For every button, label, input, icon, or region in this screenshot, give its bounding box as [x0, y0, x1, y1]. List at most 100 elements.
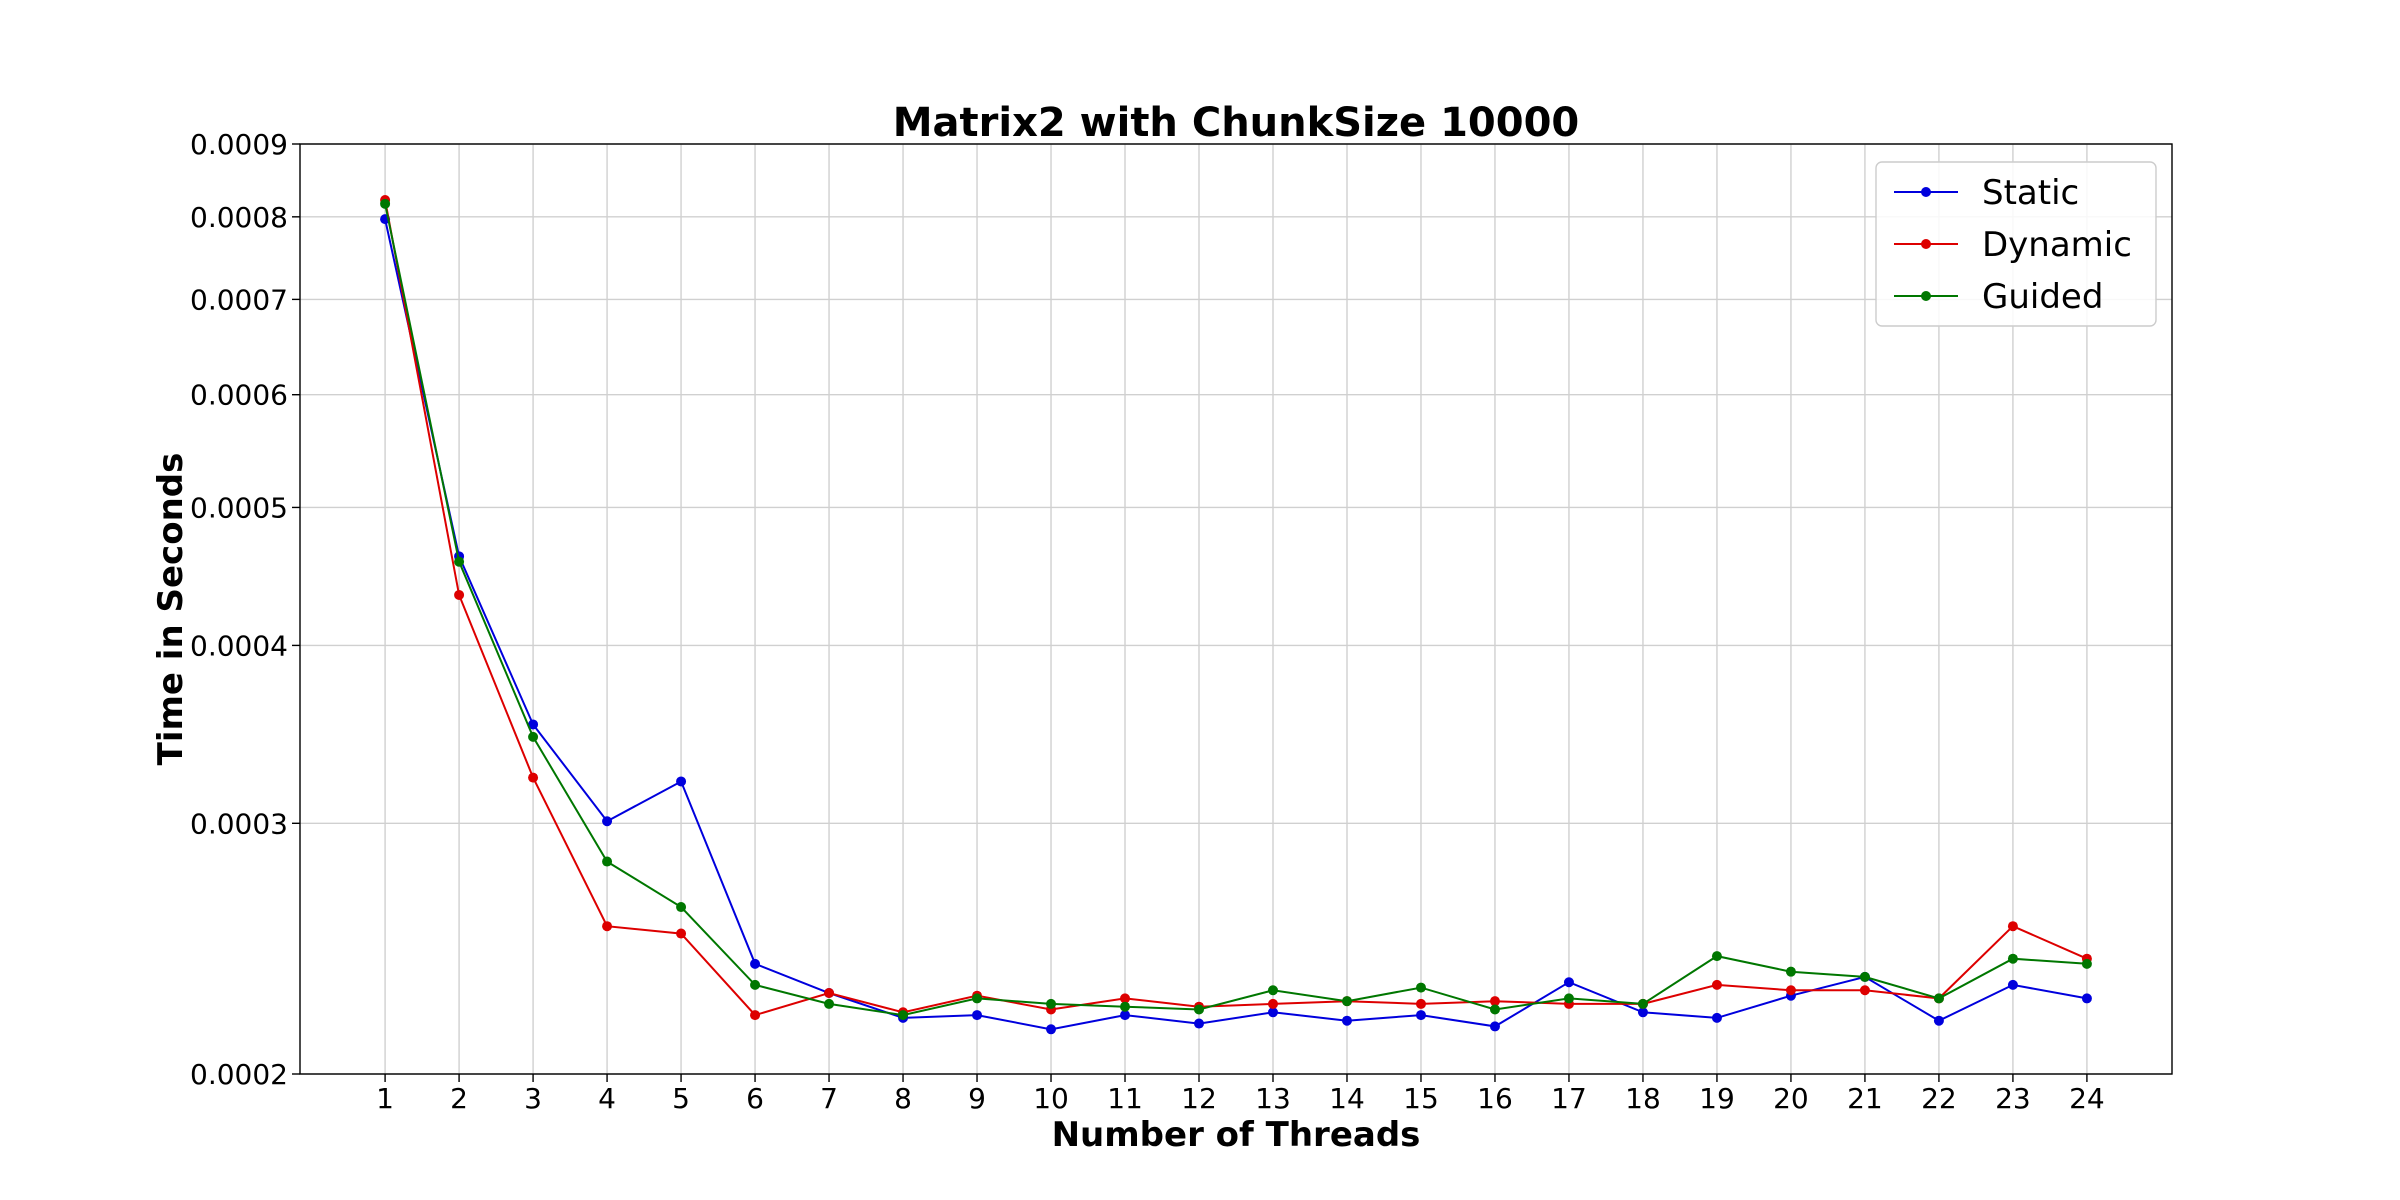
- data-point-static: [1711, 1012, 1722, 1023]
- legend-swatch-marker: [1921, 239, 1931, 249]
- data-point-static: [1933, 1015, 1944, 1026]
- data-point-static: [676, 776, 687, 787]
- data-point-guided: [1637, 998, 1648, 1009]
- series-line-dynamic: [384, 199, 2088, 1017]
- x-tick-label: 11: [1107, 1082, 1143, 1115]
- x-axis-label: Number of Threads: [1052, 1115, 1421, 1155]
- x-tick-label: 21: [1847, 1082, 1883, 1115]
- data-point-static: [972, 1010, 983, 1021]
- data-point-guided: [528, 731, 539, 742]
- series-line-static: [384, 218, 2088, 1031]
- data-point-static: [1637, 1007, 1648, 1018]
- data-point-dynamic: [1859, 985, 1870, 996]
- data-point-dynamic: [528, 772, 539, 783]
- data-point-guided: [2081, 958, 2092, 969]
- x-tick-label: 12: [1181, 1082, 1217, 1115]
- data-point-static: [1046, 1024, 1057, 1035]
- series-lines: [380, 195, 2092, 1035]
- data-point-dynamic: [1267, 998, 1278, 1009]
- y-axis-label: Time in Seconds: [151, 453, 191, 766]
- data-point-guided: [1785, 966, 1796, 977]
- x-tick-label: 10: [1033, 1082, 1069, 1115]
- data-point-static: [1563, 977, 1574, 988]
- data-point-dynamic: [454, 589, 465, 600]
- data-point-guided: [676, 902, 687, 913]
- data-point-guided: [454, 556, 465, 567]
- legend-swatch-marker: [1921, 291, 1931, 301]
- x-tick-label: 17: [1551, 1082, 1587, 1115]
- x-tick-label: 3: [524, 1082, 542, 1115]
- legend-box: [1875, 161, 2157, 327]
- data-point-guided: [1711, 951, 1722, 962]
- y-tick-label: 0.0008: [190, 201, 288, 234]
- data-point-guided: [824, 998, 835, 1009]
- chart-title: Matrix2 with ChunkSize 10000: [893, 100, 1580, 146]
- x-tick-label: 7: [820, 1082, 838, 1115]
- data-point-static: [1120, 1010, 1131, 1021]
- legend-item-static: Static: [1894, 173, 2079, 213]
- x-tick-label: 14: [1329, 1082, 1365, 1115]
- y-tick-label: 0.0003: [190, 807, 288, 840]
- x-tick-label: 24: [2069, 1082, 2105, 1115]
- y-tick-label: 0.0002: [190, 1058, 288, 1091]
- data-point-guided: [1341, 996, 1352, 1007]
- legend-label: Guided: [1982, 277, 2103, 317]
- data-point-guided: [1046, 998, 1057, 1009]
- data-point-guided: [1267, 985, 1278, 996]
- data-point-guided: [1859, 971, 1870, 982]
- x-tick-label: 16: [1477, 1082, 1513, 1115]
- x-tick-label: 8: [894, 1082, 912, 1115]
- legend-item-guided: Guided: [1894, 277, 2103, 317]
- x-tick-label: 13: [1255, 1082, 1291, 1115]
- data-point-guided: [750, 979, 761, 990]
- x-tick-label: 6: [746, 1082, 764, 1115]
- series-line-guided: [384, 203, 2087, 1017]
- data-point-guided: [602, 856, 613, 867]
- data-point-dynamic: [750, 1010, 761, 1021]
- data-point-dynamic: [2007, 921, 2018, 932]
- y-axis-ticks: 0.0002 0.0003 0.0004 0.0005 0.0006 0.0007 0.00…: [190, 128, 300, 1091]
- data-point-dynamic: [1711, 979, 1722, 990]
- data-point-guided: [898, 1010, 909, 1021]
- data-point-static: [1341, 1015, 1352, 1026]
- x-tick-label: 4: [598, 1082, 616, 1115]
- x-tick-label: 22: [1921, 1082, 1957, 1115]
- x-tick-label: 5: [672, 1082, 690, 1115]
- data-point-dynamic: [1415, 998, 1426, 1009]
- data-point-static: [528, 719, 539, 730]
- data-point-static: [1267, 1007, 1278, 1018]
- data-point-dynamic: [676, 928, 687, 939]
- data-point-static: [2081, 993, 2092, 1004]
- x-tick-label: 19: [1699, 1082, 1735, 1115]
- y-tick-label: 0.0007: [190, 283, 288, 316]
- legend-item-dynamic: Dynamic: [1894, 225, 2132, 265]
- series-guided: [380, 198, 2092, 1021]
- data-point-dynamic: [1489, 996, 1500, 1007]
- x-tick-label: 18: [1625, 1082, 1661, 1115]
- data-point-static: [1194, 1018, 1205, 1029]
- data-point-static: [2007, 979, 2018, 990]
- series-static: [380, 214, 2092, 1035]
- data-point-static: [602, 816, 613, 827]
- x-tick-label: 20: [1773, 1082, 1809, 1115]
- series-dynamic: [380, 195, 2092, 1021]
- y-tick-label: 0.0006: [190, 379, 288, 412]
- x-tick-label: 1: [376, 1082, 394, 1115]
- x-tick-label: 2: [450, 1082, 468, 1115]
- data-point-guided: [1563, 993, 1574, 1004]
- legend: Static Dynamic Guided: [1875, 161, 2157, 327]
- x-tick-label: 9: [968, 1082, 986, 1115]
- data-point-dynamic: [1785, 985, 1796, 996]
- y-tick-label: 0.0005: [190, 491, 288, 524]
- data-point-guided: [1489, 1004, 1500, 1015]
- legend-label: Dynamic: [1982, 225, 2132, 265]
- x-axis-ticks: 1 2 3 4 5 6 7 8 9 10 11 12 13 14 15 16 17 18 19 20 21 22 23 24: [376, 1074, 2105, 1115]
- data-point-static: [1489, 1021, 1500, 1032]
- legend-label: Static: [1982, 173, 2079, 213]
- legend-swatch-marker: [1921, 187, 1931, 197]
- x-tick-label: 23: [1995, 1082, 2031, 1115]
- data-point-guided: [380, 198, 391, 209]
- data-point-dynamic: [602, 921, 613, 932]
- plot-frame: [299, 143, 2173, 1075]
